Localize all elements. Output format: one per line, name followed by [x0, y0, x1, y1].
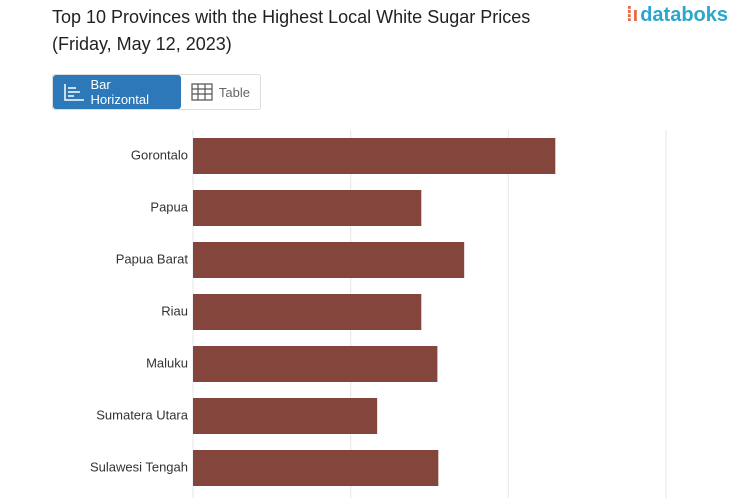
tab-table[interactable]: Table	[181, 75, 260, 109]
tab-label: Table	[218, 84, 250, 100]
tab-bar[interactable]: Bar Horizontal	[53, 75, 181, 109]
bar	[193, 450, 439, 486]
view-tabs: Bar Horizontal Table	[52, 74, 261, 110]
bar	[193, 346, 438, 382]
bar	[193, 138, 556, 174]
bar	[193, 190, 422, 226]
y-tick-label: Sulawesi Tengah	[90, 459, 188, 474]
bar	[193, 294, 422, 330]
y-tick-label: Gorontalo	[131, 147, 188, 162]
y-tick-label: Papua Barat	[116, 251, 189, 266]
bar	[193, 242, 465, 278]
tab-label: Bar Horizontal	[90, 77, 150, 107]
chart-subtitle: (Friday, May 12, 2023)	[52, 34, 232, 54]
logo-icon: ⁞ı	[626, 4, 639, 26]
bar	[193, 398, 378, 434]
title-block: Top 10 Provinces with the Highest Local …	[52, 4, 530, 58]
table-icon	[191, 83, 213, 101]
y-tick-label: Riau	[161, 303, 188, 318]
chart-title: Top 10 Provinces with the Highest Local …	[52, 7, 531, 27]
logo[interactable]: ⁞ı databoks	[626, 4, 728, 27]
logo-text: databoks	[640, 4, 729, 26]
y-tick-label: Papua	[150, 199, 188, 214]
bar-icon	[64, 84, 84, 101]
y-tick-label: Sumatera Utara	[96, 407, 189, 422]
y-tick-label: Maluku	[146, 355, 188, 370]
